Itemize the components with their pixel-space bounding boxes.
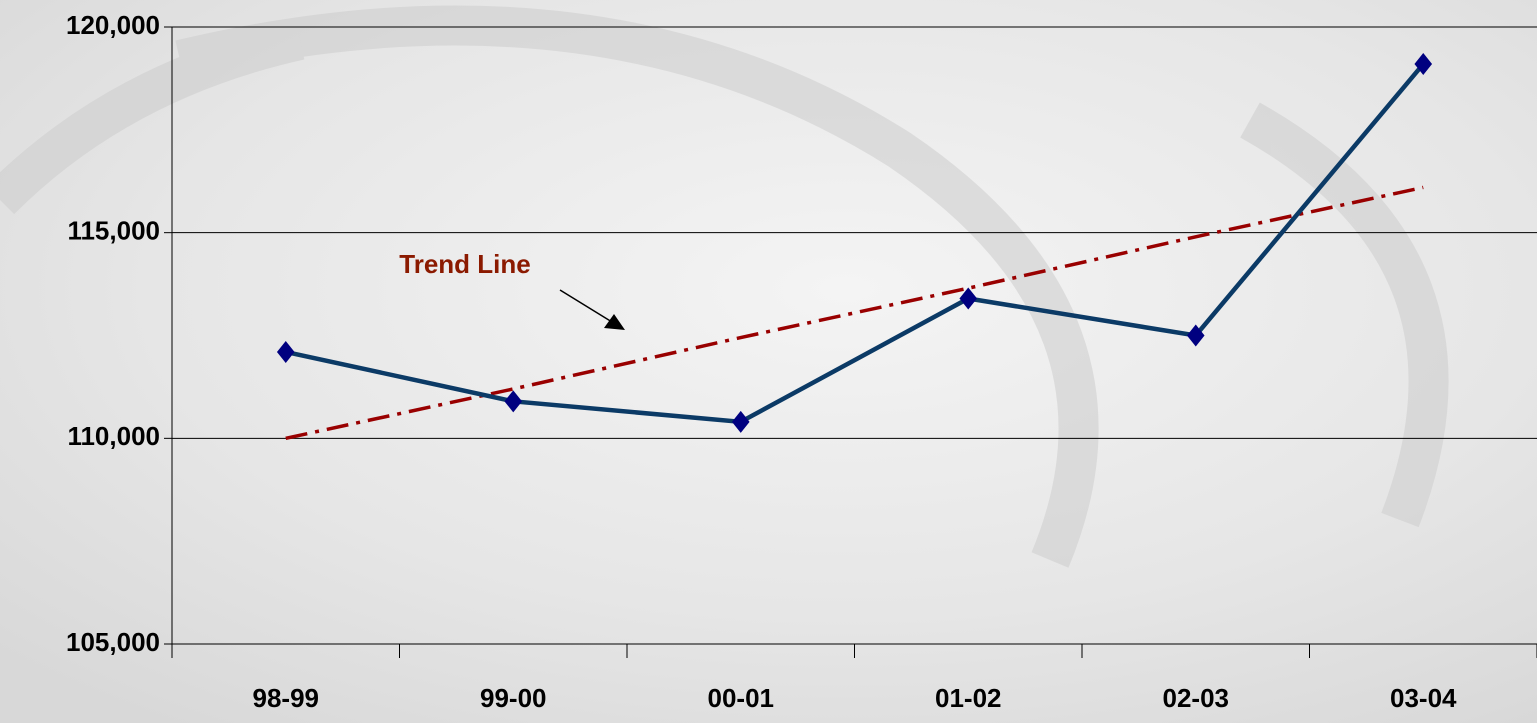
data-marker [731, 410, 750, 433]
data-marker [1186, 324, 1205, 347]
y-tick-label: 110,000 [67, 421, 160, 451]
data-marker [959, 287, 978, 310]
background-texture [0, 5, 1449, 568]
x-tick-label: 98-99 [253, 683, 320, 713]
trend-line [285, 185, 1424, 441]
data-marker [504, 390, 523, 413]
x-tick-label: 01-02 [935, 683, 1002, 713]
trend-annotation: Trend Line [399, 249, 530, 279]
y-tick-label: 120,000 [66, 10, 160, 40]
data-marker [1414, 53, 1433, 76]
x-tick-label: 02-03 [1163, 683, 1230, 713]
x-tick-label: 99-00 [480, 683, 547, 713]
x-tick-label: 03-04 [1390, 683, 1457, 713]
data-marker [276, 340, 295, 363]
x-tick-label: 00-01 [708, 683, 775, 713]
annotation-arrowhead [604, 314, 625, 330]
annotation-arrow [559, 289, 613, 323]
y-tick-label: 105,000 [66, 627, 160, 657]
series-line [285, 62, 1425, 425]
y-tick-label: 115,000 [67, 216, 160, 246]
